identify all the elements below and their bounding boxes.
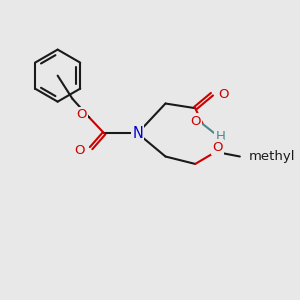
Text: H: H [215,130,225,142]
Text: methyl: methyl [249,150,296,163]
Text: O: O [212,141,223,154]
Text: O: O [190,115,201,128]
Text: O: O [76,108,86,121]
Text: N: N [132,126,143,141]
Text: O: O [218,88,229,101]
Text: O: O [74,144,85,158]
